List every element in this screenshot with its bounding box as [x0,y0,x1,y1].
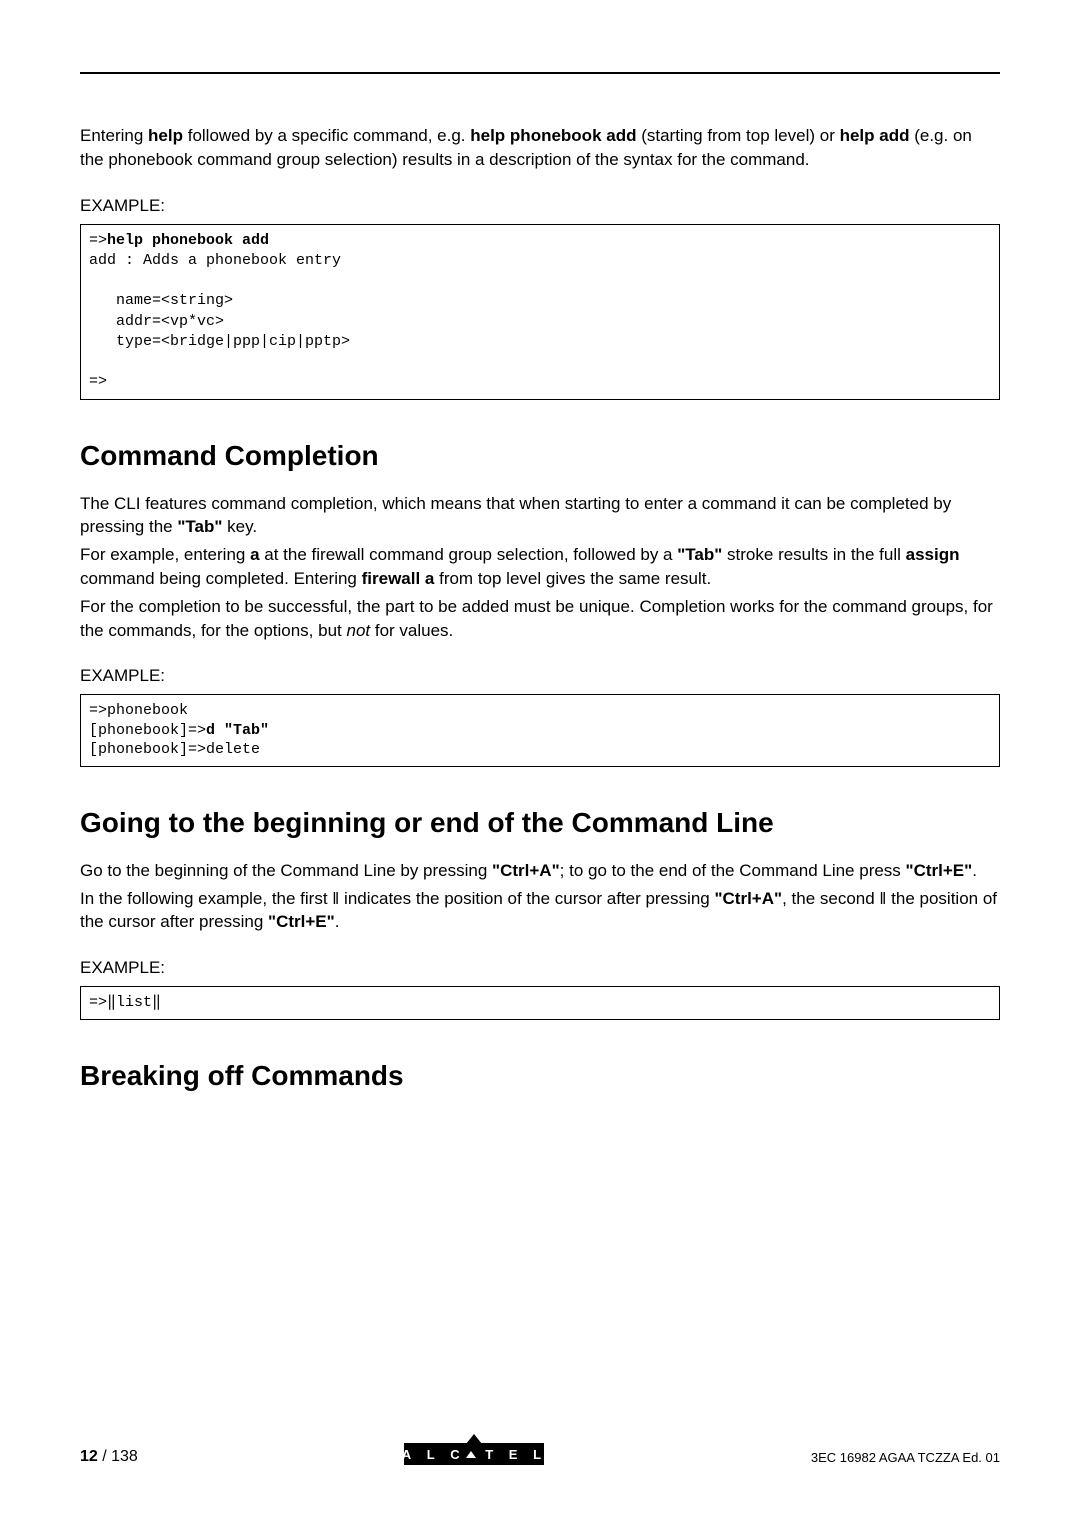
code-line: =>‖list‖ [89,994,161,1011]
text: stroke results in the full [722,545,905,564]
heading-breaking-off: Breaking off Commands [80,1060,1000,1092]
code-line: type=<bridge|ppp|cip|pptp> [89,333,350,350]
page-total: / 138 [98,1448,138,1465]
logo-bar: A L C T E L [404,1443,544,1465]
text-bold: help add [840,126,910,145]
text: ; to go to the end of the Command Line p… [560,861,906,880]
completion-p3: For the completion to be successful, the… [80,595,1000,643]
text-bold: help phonebook add [470,126,636,145]
completion-p1: The CLI features command completion, whi… [80,492,1000,540]
goto-p2: In the following example, the first ‖ in… [80,887,1000,935]
code-line: => [89,232,107,249]
example-label: EXAMPLE: [80,196,1000,216]
code-line: addr=<vp*vc> [89,313,224,330]
text-bold: help [148,126,183,145]
text: (starting from top level) or [636,126,839,145]
completion-p2: For example, entering a at the firewall … [80,543,1000,591]
text: Go to the beginning of the Command Line … [80,861,492,880]
text: In the following example, the first ‖ in… [80,889,714,908]
text-bold: "Ctrl+E" [268,912,335,931]
text-bold: "Ctrl+A" [492,861,560,880]
code-example-2: =>phonebook [phonebook]=>d "Tab" [phoneb… [80,694,1000,767]
code-line: add : Adds a phonebook entry [89,252,341,269]
code-line: [phonebook]=> [89,722,206,739]
text: . [972,861,977,880]
logo-text-left: A L C [402,1447,466,1462]
heading-command-completion: Command Completion [80,440,1000,472]
page-footer: 12 / 138 A L C T E L 3EC 16982 AGAA TCZZ… [80,1443,1000,1471]
code-line: => [89,373,107,390]
example-label: EXAMPLE: [80,958,1000,978]
text: Entering [80,126,148,145]
code-line-bold: help phonebook add [107,232,269,249]
text: from top level gives the same result. [434,569,711,588]
top-rule [80,72,1000,74]
text: key. [222,517,257,536]
text: for values. [370,621,453,640]
text-bold: a [250,545,259,564]
logo-text-right: T E L [476,1447,547,1462]
code-line: =>phonebook [89,702,188,719]
text-bold: "Ctrl+A" [714,889,782,908]
page-number: 12 / 138 [80,1448,138,1466]
goto-p1: Go to the beginning of the Command Line … [80,859,1000,883]
code-example-1: =>help phonebook add add : Adds a phoneb… [80,224,1000,400]
code-example-3: =>‖list‖ [80,986,1000,1020]
example-label: EXAMPLE: [80,666,1000,686]
text-bold: "Tab" [177,517,222,536]
alcatel-logo: A L C T E L [404,1443,544,1471]
code-line: [phonebook]=>delete [89,741,260,758]
document-id: 3EC 16982 AGAA TCZZA Ed. 01 [811,1450,1000,1465]
text-bold: assign [906,545,960,564]
intro-paragraph: Entering help followed by a specific com… [80,124,1000,172]
logo-triangle-icon [466,1434,482,1444]
text: command being completed. Entering [80,569,362,588]
text-italic: not [346,621,370,640]
heading-goto: Going to the beginning or end of the Com… [80,807,1000,839]
text: . [335,912,340,931]
text-bold: "Ctrl+E" [906,861,973,880]
code-line: name=<string> [89,292,233,309]
logo-inner-triangle-icon [466,1451,476,1458]
text: at the firewall command group selection,… [260,545,678,564]
text: For the completion to be successful, the… [80,597,993,640]
code-line-bold: d "Tab" [206,722,269,739]
text: followed by a specific command, e.g. [183,126,470,145]
text-bold: firewall a [362,569,435,588]
text-bold: "Tab" [677,545,722,564]
text: For example, entering [80,545,250,564]
page-current: 12 [80,1448,98,1465]
